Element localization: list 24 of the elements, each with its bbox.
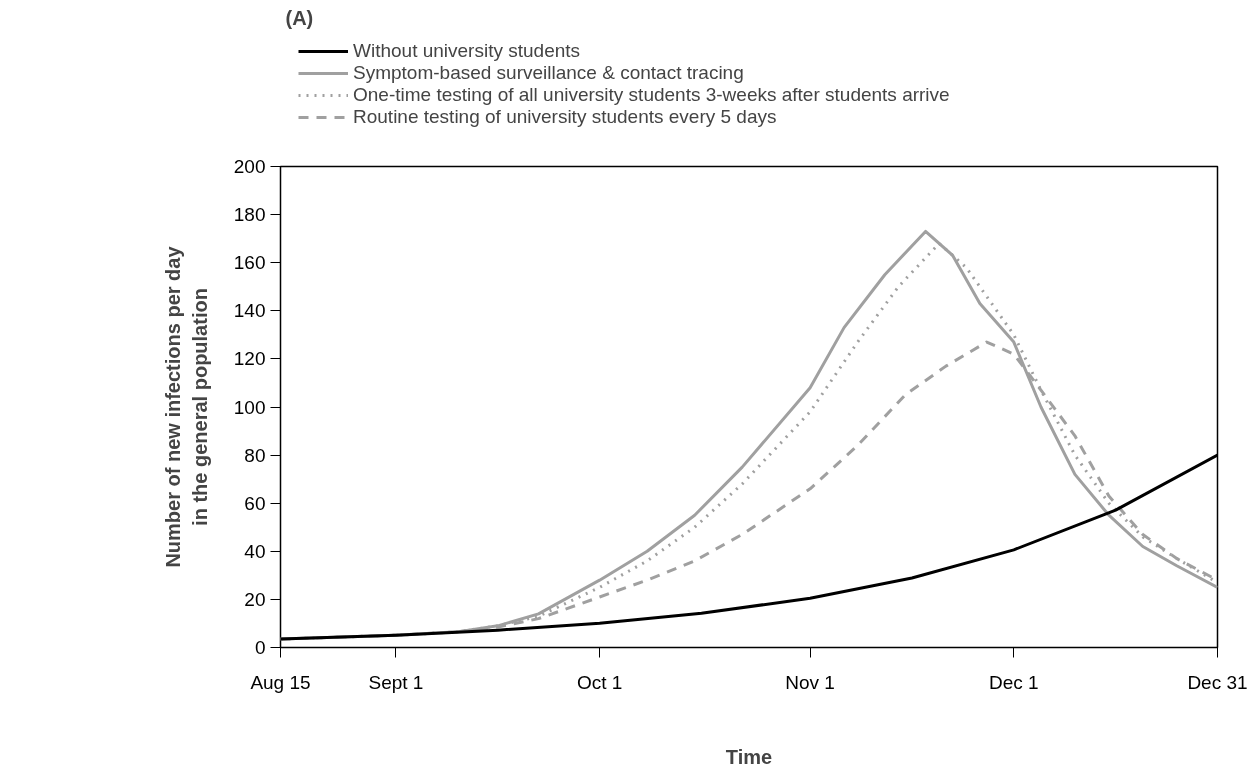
y-tick-label: 200 <box>233 156 266 177</box>
legend-label: Without university students <box>353 40 581 62</box>
legend-label: Symptom-based surveillance & contact tracing <box>353 62 744 84</box>
x-tick-label: Aug 15 <box>250 671 311 693</box>
y-tick-label: 60 <box>244 492 266 514</box>
x-tick-label: Oct 1 <box>576 671 623 693</box>
y-tick-label: 180 <box>233 204 266 226</box>
x-tick-label: Dec 31 <box>1187 671 1248 693</box>
legend-label: One-time testing of all university students 3-weeks after students arrive <box>353 84 950 106</box>
x-axis-title: Time <box>725 745 773 768</box>
x-tick-label: Nov 1 <box>785 671 835 693</box>
y-tick-label: 0 <box>254 637 266 658</box>
x-tick-label: Sept 1 <box>368 671 424 693</box>
x-tick-label: Dec 1 <box>988 671 1039 693</box>
y-tick-label: 40 <box>244 540 266 562</box>
y-axis-title: Number of new infections per day in the general population <box>162 245 211 568</box>
legend-label: Routine testing of university students every 5 days <box>353 106 777 128</box>
y-tick-label: 100 <box>233 396 266 418</box>
y-tick-label: 120 <box>233 348 266 370</box>
y-tick-label: 20 <box>244 588 266 610</box>
text: (A) <box>285 6 314 29</box>
y-tick-label: 140 <box>233 300 266 322</box>
y-tick-label: 160 <box>233 252 266 274</box>
y-tick-label: 80 <box>244 444 266 466</box>
